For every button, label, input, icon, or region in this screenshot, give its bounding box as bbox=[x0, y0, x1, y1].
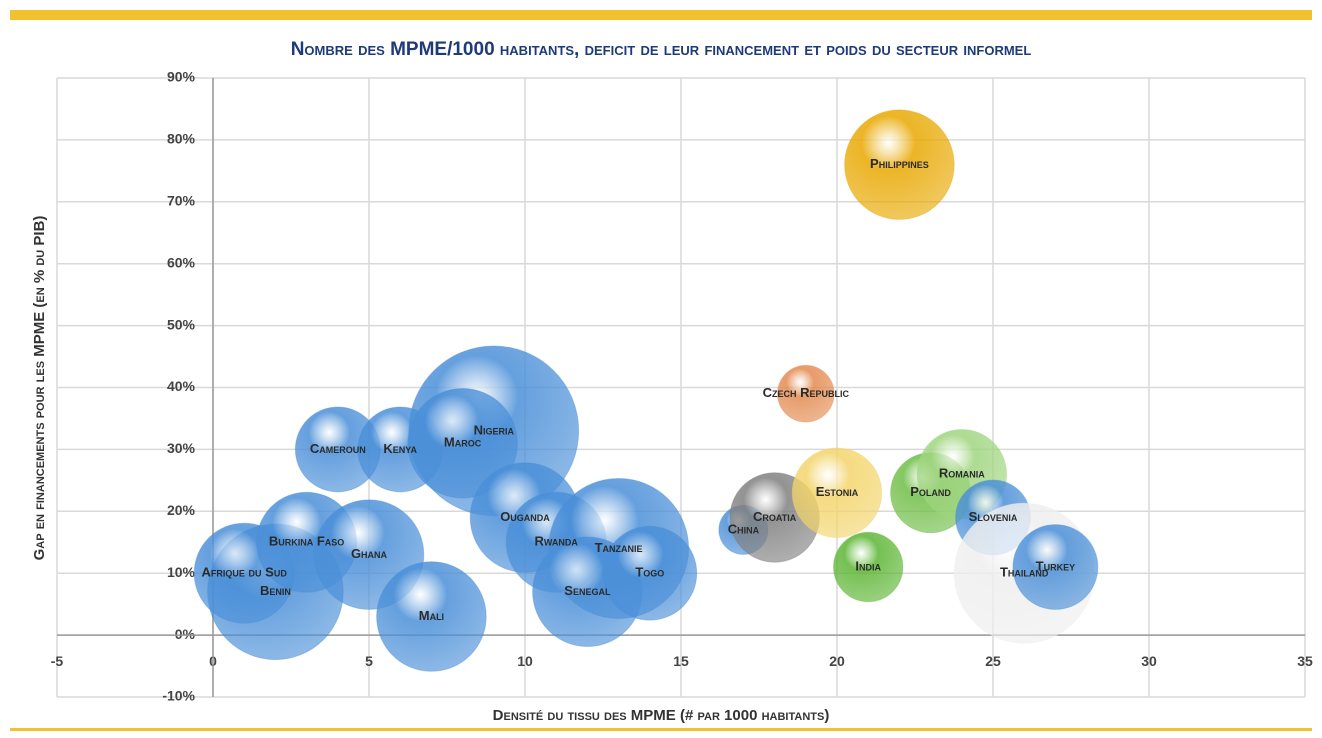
x-tick-label: 20 bbox=[829, 653, 845, 669]
bubble bbox=[777, 364, 835, 423]
x-tick-label: 25 bbox=[985, 653, 1001, 669]
data-label: Ouganda bbox=[500, 509, 550, 524]
data-label: Thailand bbox=[1000, 565, 1049, 580]
bubble bbox=[833, 531, 904, 603]
bubble bbox=[844, 109, 955, 220]
data-label: Turkey bbox=[1036, 558, 1075, 573]
y-tick-label: -10% bbox=[162, 688, 195, 704]
data-label: Croatia bbox=[753, 509, 797, 524]
x-tick-label: 5 bbox=[365, 653, 373, 669]
data-label: Mali bbox=[419, 608, 444, 623]
data-label: Rwanda bbox=[535, 534, 579, 549]
y-tick-label: 20% bbox=[167, 502, 196, 518]
bubble bbox=[602, 525, 698, 621]
bubble bbox=[1012, 524, 1099, 610]
chart-title: Nombre des MPME/1000 habitants, deficit … bbox=[291, 39, 1032, 60]
data-label: China bbox=[728, 521, 760, 536]
data-label: India bbox=[855, 558, 881, 573]
y-tick-label: 60% bbox=[167, 254, 196, 270]
data-label: Togo bbox=[635, 565, 664, 580]
y-tick-label: 30% bbox=[167, 440, 196, 456]
y-axis-title: Gap en financements pour les MPME (en % … bbox=[31, 216, 48, 561]
data-label: Maroc bbox=[444, 435, 482, 450]
data-label: Tanzanie bbox=[595, 540, 643, 555]
data-label: Afrique du Sud bbox=[202, 565, 288, 580]
data-label: Philippines bbox=[870, 156, 929, 171]
data-label: Ghana bbox=[351, 546, 388, 561]
data-label: Senegal bbox=[564, 583, 611, 598]
data-label: Czech Republic bbox=[763, 385, 850, 400]
data-label: Kenya bbox=[383, 441, 417, 456]
x-tick-label: 30 bbox=[1141, 653, 1157, 669]
x-axis-title: Densité du tissu des MPME (# par 1000 ha… bbox=[493, 707, 830, 724]
x-tick-label: 10 bbox=[517, 653, 533, 669]
data-label: Benin bbox=[260, 583, 291, 598]
x-tick-label: 35 bbox=[1297, 653, 1313, 669]
data-label: Slovenia bbox=[969, 509, 1018, 524]
y-tick-label: 80% bbox=[167, 131, 196, 147]
bubble bbox=[407, 387, 518, 499]
top-band bbox=[10, 10, 1312, 20]
y-tick-label: 90% bbox=[167, 69, 196, 85]
bubble bbox=[791, 447, 883, 538]
bottom-band bbox=[10, 728, 1312, 731]
data-label: Cameroun bbox=[310, 441, 366, 456]
y-tick-label: 50% bbox=[167, 316, 196, 332]
y-tick-label: 0% bbox=[175, 626, 196, 642]
x-tick-label: -5 bbox=[51, 653, 64, 669]
data-label: Burkina Faso bbox=[269, 534, 344, 549]
data-label: Romania bbox=[939, 466, 985, 481]
y-tick-label: 70% bbox=[167, 193, 196, 209]
y-tick-label: 40% bbox=[167, 378, 196, 394]
bubble bbox=[376, 561, 487, 672]
y-tick-label: 10% bbox=[167, 564, 196, 580]
data-label: Nigeria bbox=[474, 422, 515, 437]
data-label: Poland bbox=[910, 484, 951, 499]
data-label: Estonia bbox=[816, 484, 859, 499]
x-tick-label: 15 bbox=[673, 653, 689, 669]
